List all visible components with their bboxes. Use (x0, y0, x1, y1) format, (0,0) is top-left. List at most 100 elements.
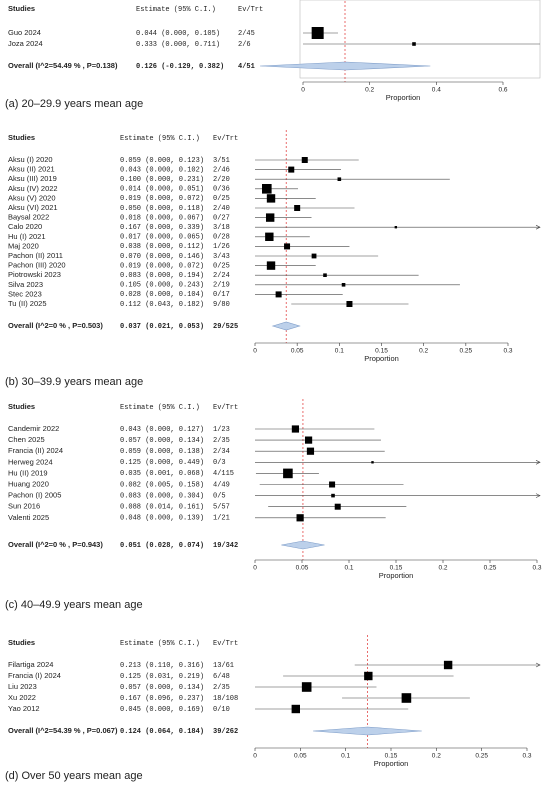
study-estimate (401, 693, 412, 703)
estimate-label: 0.048 (0.000, 0.139) (120, 515, 204, 523)
ev-trt: 1/26 (213, 243, 230, 251)
ev-trt: 3/43 (213, 253, 230, 261)
study-name: Pachon (II) 2011 (8, 251, 63, 260)
x-tick-label: 0.2 (438, 565, 447, 572)
estimate-label: 0.083 (0.000, 0.304) (120, 492, 204, 500)
study-estimate (323, 273, 327, 277)
study-name: Pachon (I) 2005 (8, 491, 61, 500)
study-estimate (291, 704, 300, 714)
estimate-label: 0.017 (0.000, 0.065) (120, 234, 204, 242)
x-tick-label: 0.1 (341, 753, 350, 760)
ev-trt: 2/35 (213, 684, 230, 692)
x-tick-label: 0.05 (296, 565, 309, 572)
study-name: Aksu (I) 2020 (8, 155, 53, 164)
estimate-label: 0.082 (0.005, 0.158) (120, 481, 204, 489)
ev-trt: 5/57 (213, 504, 230, 512)
column-header: Ev/Trt (213, 404, 238, 412)
estimate-label: 0.019 (0.000, 0.072) (120, 195, 204, 203)
column-header: Ev/Trt (213, 135, 238, 143)
overall-diamond (313, 726, 422, 736)
ev-trt: 0/25 (213, 195, 230, 203)
ev-trt: 0/25 (213, 262, 230, 270)
study-estimate (371, 461, 374, 464)
ev-trt: 0/27 (213, 214, 230, 222)
x-tick-label: 0.15 (390, 565, 403, 572)
estimate-label: 0.213 (0.110, 0.316) (120, 662, 204, 670)
estimate-label: 0.125 (0.000, 0.449) (120, 459, 204, 467)
ev-trt: 3/51 (213, 157, 230, 165)
study-estimate (301, 682, 312, 692)
overall-estimate-label: 0.051 (0.028, 0.074) (120, 542, 204, 550)
ev-trt: 1/23 (213, 426, 230, 434)
column-header: Studies (8, 133, 35, 142)
study-name: Francia (II) 2024 (8, 446, 63, 455)
overall-ev-trt: 29/525 (213, 323, 238, 331)
x-tick-label: 0 (253, 565, 257, 572)
column-header: Estimate (95% C.I.) (120, 135, 200, 143)
study-estimate (311, 27, 324, 39)
estimate-label: 0.035 (0.001, 0.068) (120, 470, 204, 478)
ev-trt: 0/28 (213, 234, 230, 242)
x-tick-label: 0.15 (385, 753, 398, 760)
overall-estimate-label: 0.037 (0.021, 0.053) (120, 323, 204, 331)
ci-arrow (535, 493, 541, 498)
estimate-label: 0.333 (0.000, 0.711) (136, 41, 220, 49)
overall-diamond (259, 61, 431, 71)
estimate-label: 0.043 (0.000, 0.127) (120, 426, 204, 434)
study-estimate (275, 291, 282, 298)
study-name: Baysal 2022 (8, 213, 49, 222)
study-name: Liu 2023 (8, 682, 37, 691)
study-estimate (266, 261, 276, 270)
x-axis-label: Proportion (379, 571, 414, 580)
ev-trt: 2/40 (213, 205, 230, 213)
study-estimate (304, 436, 313, 444)
study-name: Aksu (IV) 2022 (8, 184, 58, 193)
ev-trt: 4/115 (213, 470, 234, 478)
estimate-label: 0.105 (0.000, 0.243) (120, 282, 204, 290)
ci-arrow (535, 662, 541, 668)
study-name: Huang 2020 (8, 479, 49, 488)
estimate-label: 0.167 (0.096, 0.237) (120, 695, 204, 703)
plot-box (299, 0, 541, 79)
estimate-label: 0.088 (0.014, 0.161) (120, 504, 204, 512)
study-name: Hu (I) 2021 (8, 232, 46, 241)
x-tick-label: 0.1 (344, 565, 353, 572)
estimate-label: 0.057 (0.000, 0.134) (120, 437, 204, 445)
ev-trt: 9/80 (213, 301, 230, 309)
column-header: Estimate (95% C.I.) (120, 640, 200, 648)
column-header: Studies (8, 638, 35, 647)
ev-trt: 0/5 (213, 492, 226, 500)
estimate-label: 0.070 (0.000, 0.146) (120, 253, 204, 261)
x-tick-label: 0.25 (460, 348, 473, 355)
study-estimate (301, 157, 308, 163)
panel-caption: (d) Over 50 years mean age (5, 770, 143, 782)
ev-trt: 2/20 (213, 176, 230, 184)
overall-label: Overall (I^2=0 % , P=0.943) (8, 540, 103, 549)
overall-ev-trt: 19/342 (213, 542, 238, 550)
x-tick-label: 0.2 (432, 753, 441, 760)
x-tick-label: 0.3 (522, 753, 531, 760)
overall-label: Overall (I^2=0 % , P=0.503) (8, 321, 103, 330)
estimate-label: 0.050 (0.000, 0.118) (120, 205, 204, 213)
x-tick-label: 0.25 (484, 565, 497, 572)
study-estimate (337, 177, 342, 181)
study-estimate (265, 213, 275, 222)
ev-trt: 3/18 (213, 224, 230, 232)
overall-ev-trt: 39/262 (213, 728, 238, 736)
estimate-label: 0.044 (0.000, 0.105) (136, 30, 220, 38)
x-tick-label: 0.05 (294, 753, 307, 760)
ci-arrow (535, 224, 541, 230)
column-header: Estimate (95% C.I.) (136, 6, 216, 14)
study-name: Aksu (III) 2019 (8, 174, 57, 183)
estimate-label: 0.112 (0.043, 0.182) (120, 301, 204, 309)
study-estimate (334, 503, 341, 510)
overall-label: Overall (I^2=54.49 % , P=0.138) (8, 61, 118, 70)
study-name: Hu (II) 2019 (8, 468, 48, 477)
study-estimate (364, 671, 373, 681)
study-estimate (294, 205, 301, 211)
study-estimate (296, 514, 304, 522)
panel-caption: (a) 20–29.9 years mean age (5, 98, 143, 110)
study-estimate (266, 194, 276, 203)
ev-trt: 6/48 (213, 673, 230, 681)
x-tick-label: 0 (253, 753, 257, 760)
